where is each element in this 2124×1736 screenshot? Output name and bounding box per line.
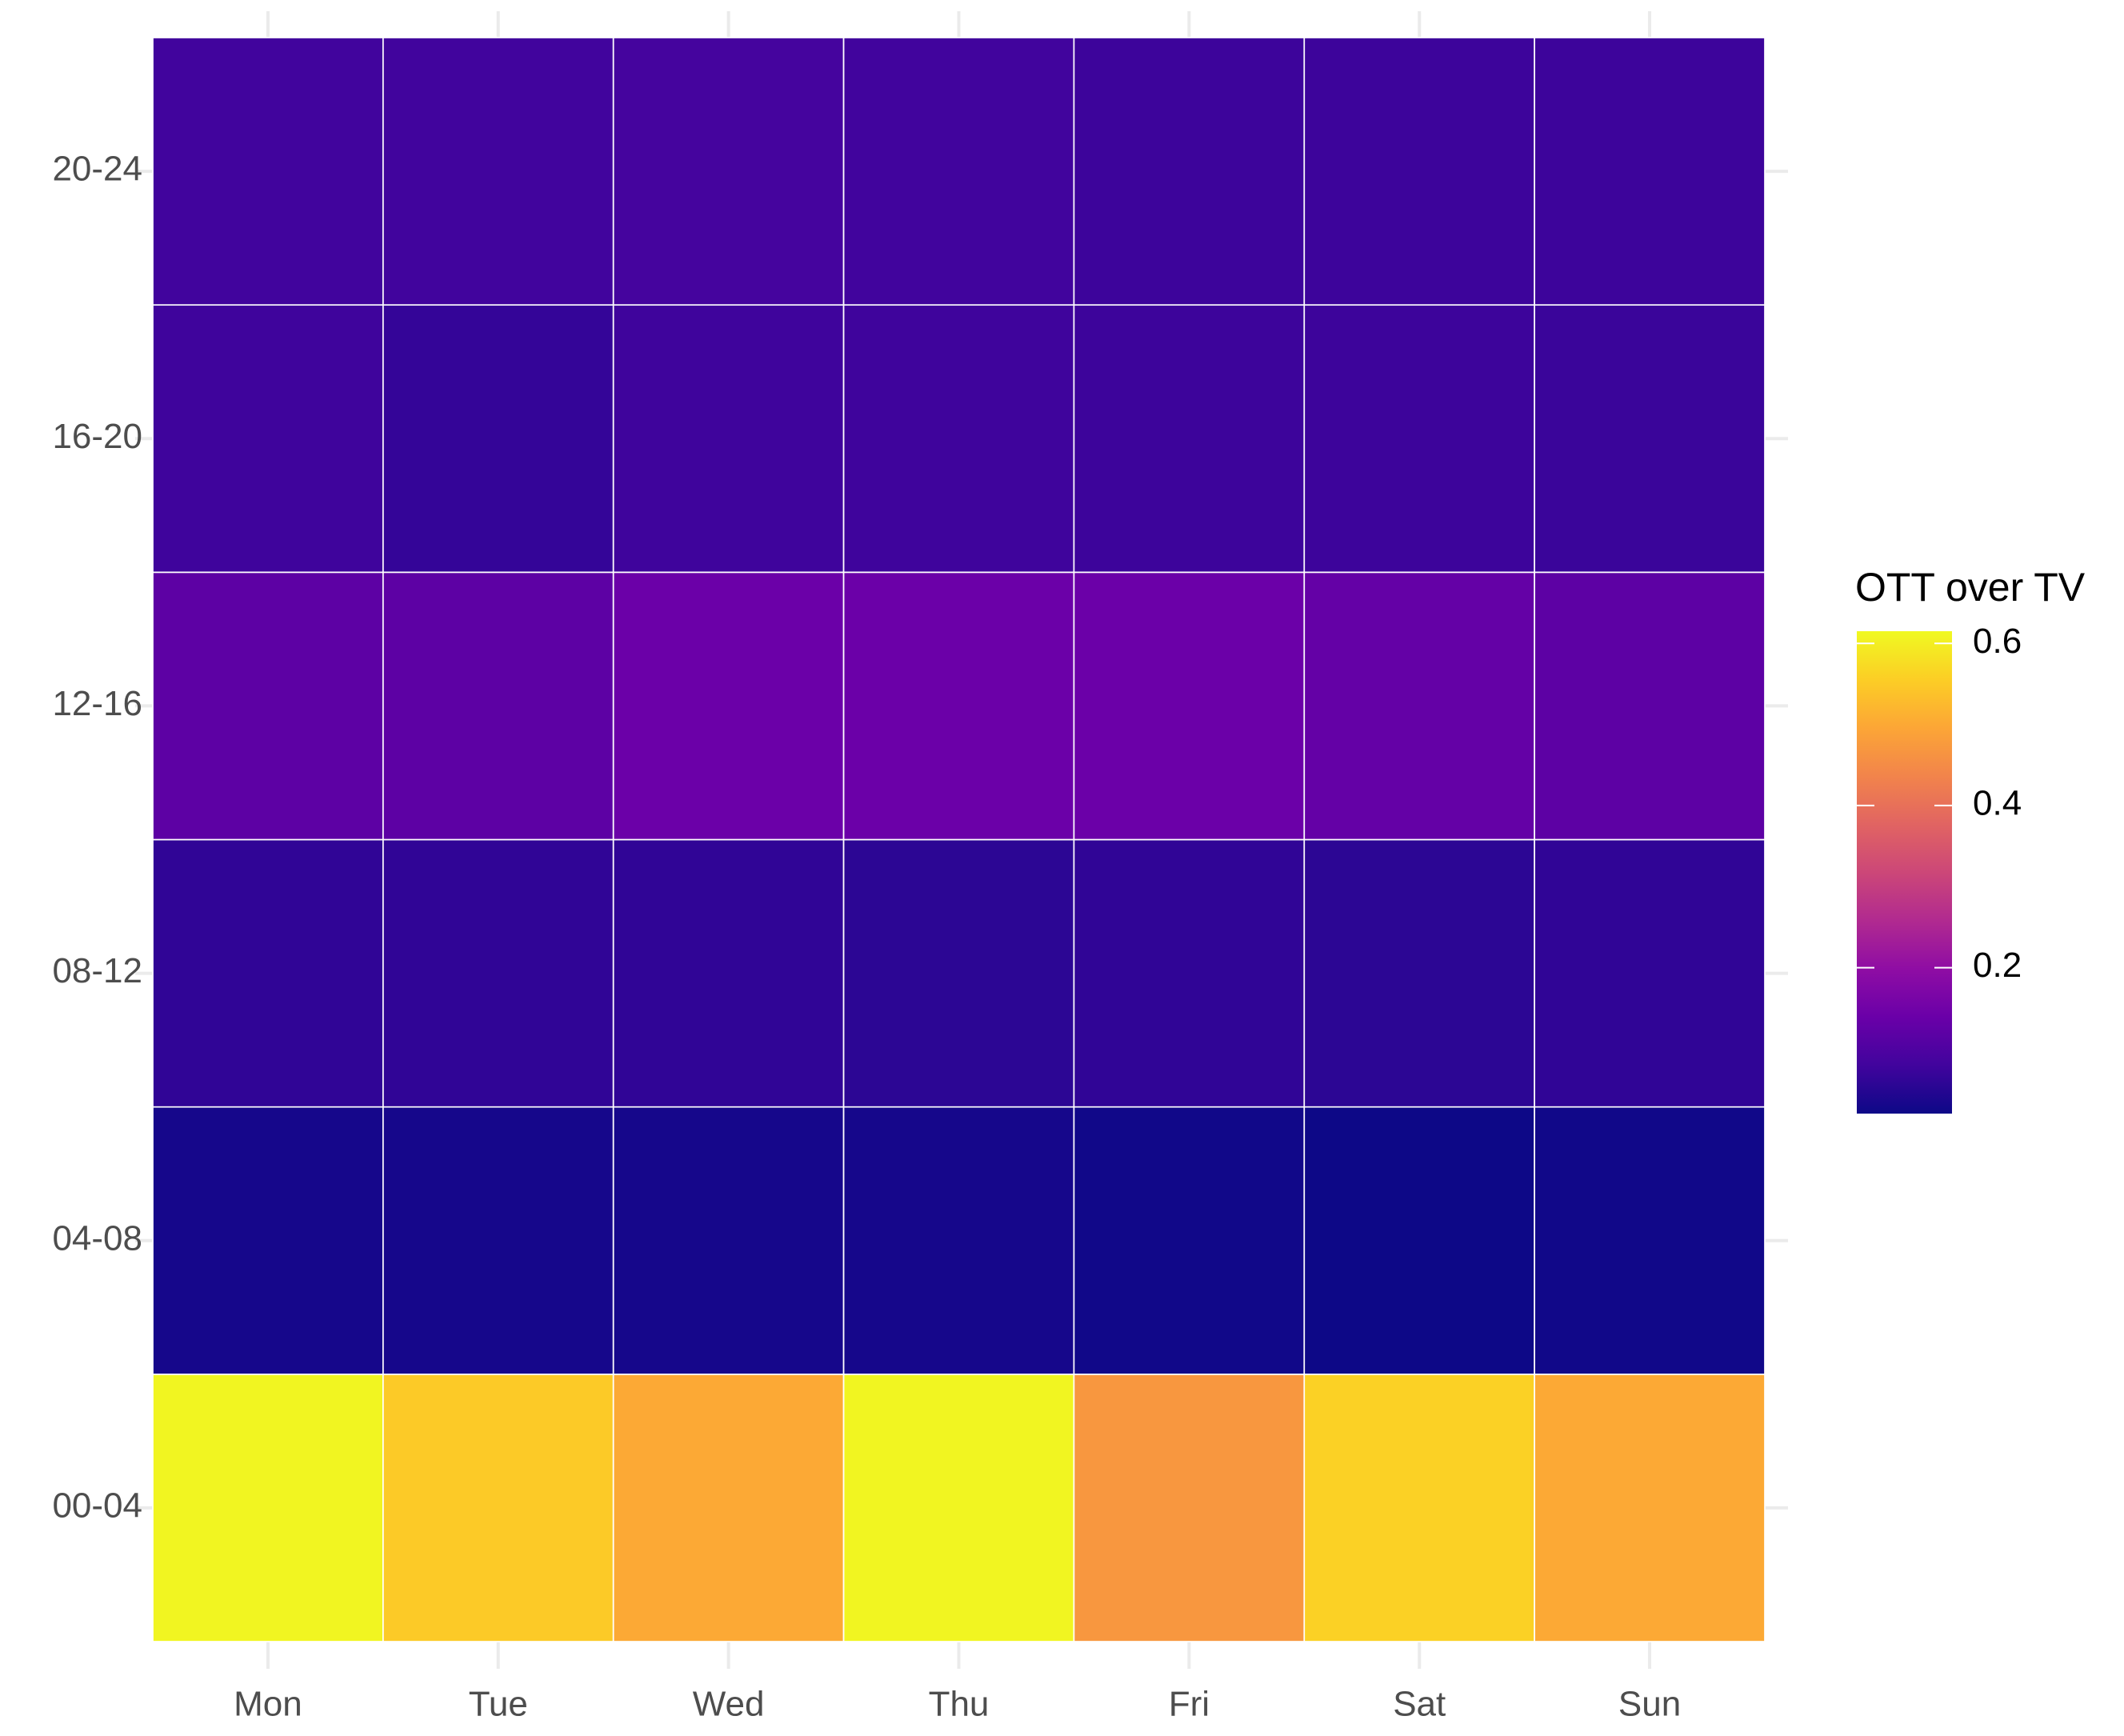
x-tick-label: Wed [693, 1685, 765, 1724]
x-tick-label: Thu [929, 1685, 990, 1724]
tile [842, 1106, 1075, 1375]
tile [842, 304, 1075, 574]
tile [1303, 1106, 1535, 1375]
tile [612, 1106, 845, 1375]
tile [1303, 37, 1535, 306]
tile [1303, 1373, 1535, 1642]
tile [612, 838, 845, 1108]
tile [152, 571, 384, 841]
tile [1073, 571, 1306, 841]
tile [382, 571, 614, 841]
y-tick-label: 20-24 [52, 150, 142, 189]
tile [1303, 838, 1535, 1108]
x-tick-label: Tue [469, 1685, 528, 1724]
tile [842, 1373, 1075, 1642]
tile [1534, 1373, 1766, 1642]
tile [1534, 37, 1766, 306]
tile [1073, 1373, 1306, 1642]
tile [382, 1373, 614, 1642]
tile [382, 1106, 614, 1375]
x-tick-label: Mon [234, 1685, 302, 1724]
tile [1073, 1106, 1306, 1375]
y-tick-label: 04-08 [52, 1218, 142, 1258]
tile [152, 37, 384, 306]
tile [382, 838, 614, 1108]
tile [382, 304, 614, 574]
y-tick-label: 12-16 [52, 684, 142, 723]
tile [152, 838, 384, 1108]
x-tick-label: Fri [1169, 1685, 1210, 1724]
colorbar-tick-label: 0.2 [1973, 946, 2022, 985]
tile [1073, 838, 1306, 1108]
tile [1534, 838, 1766, 1108]
y-tick-label: 00-04 [52, 1486, 142, 1526]
tile [842, 571, 1075, 841]
legend-title: OTT over TV [1855, 565, 2086, 610]
tile [612, 304, 845, 574]
tile [1073, 37, 1306, 306]
tile [152, 304, 384, 574]
tile [612, 37, 845, 306]
tile [1303, 571, 1535, 841]
colorbar-tick-label: 0.6 [1973, 622, 2022, 661]
tile [1073, 304, 1306, 574]
tile [152, 1106, 384, 1375]
tile [382, 37, 614, 306]
tile [842, 37, 1075, 306]
tile [1534, 304, 1766, 574]
tile [152, 1373, 384, 1642]
x-tick-label: Sun [1618, 1685, 1681, 1724]
x-tick-label: Sat [1393, 1685, 1446, 1724]
tile [1534, 571, 1766, 841]
y-tick-label: 16-20 [52, 417, 142, 456]
tile [1534, 1106, 1766, 1375]
tile [612, 571, 845, 841]
colorbar-tick-label: 0.4 [1973, 784, 2022, 823]
tile [842, 838, 1075, 1108]
tiles [152, 37, 1766, 1642]
y-tick-label: 08-12 [52, 951, 142, 990]
tile [612, 1373, 845, 1642]
tile [1303, 304, 1535, 574]
colorbar [1857, 631, 1952, 1114]
